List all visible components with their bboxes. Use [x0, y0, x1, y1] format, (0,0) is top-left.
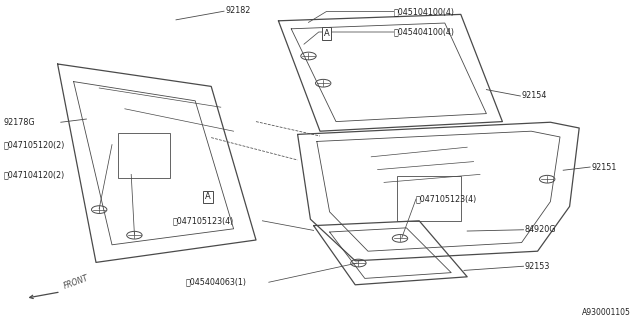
Text: Ⓢ045404100(4): Ⓢ045404100(4) — [394, 28, 454, 36]
Text: Ⓢ047105120(2): Ⓢ047105120(2) — [3, 140, 65, 149]
Text: 92182: 92182 — [225, 6, 251, 15]
Text: FRONT: FRONT — [63, 273, 90, 291]
Text: Ⓢ047104120(2): Ⓢ047104120(2) — [3, 170, 65, 179]
Text: 92151: 92151 — [592, 163, 618, 172]
Text: 92153: 92153 — [525, 262, 550, 271]
Text: Ⓢ045104100(4): Ⓢ045104100(4) — [394, 7, 454, 16]
Bar — [118, 133, 170, 178]
Text: Ⓢ047105123(4): Ⓢ047105123(4) — [173, 216, 234, 225]
Bar — [397, 176, 461, 221]
Text: 92154: 92154 — [522, 92, 547, 100]
Text: A: A — [324, 29, 329, 38]
Text: 84920G: 84920G — [525, 225, 556, 234]
Text: Ⓢ045404063(1): Ⓢ045404063(1) — [186, 278, 246, 287]
Text: 92178G: 92178G — [3, 118, 35, 127]
Text: A: A — [205, 192, 211, 201]
Text: A930001105: A930001105 — [582, 308, 630, 317]
Text: Ⓢ047105123(4): Ⓢ047105123(4) — [416, 195, 477, 204]
